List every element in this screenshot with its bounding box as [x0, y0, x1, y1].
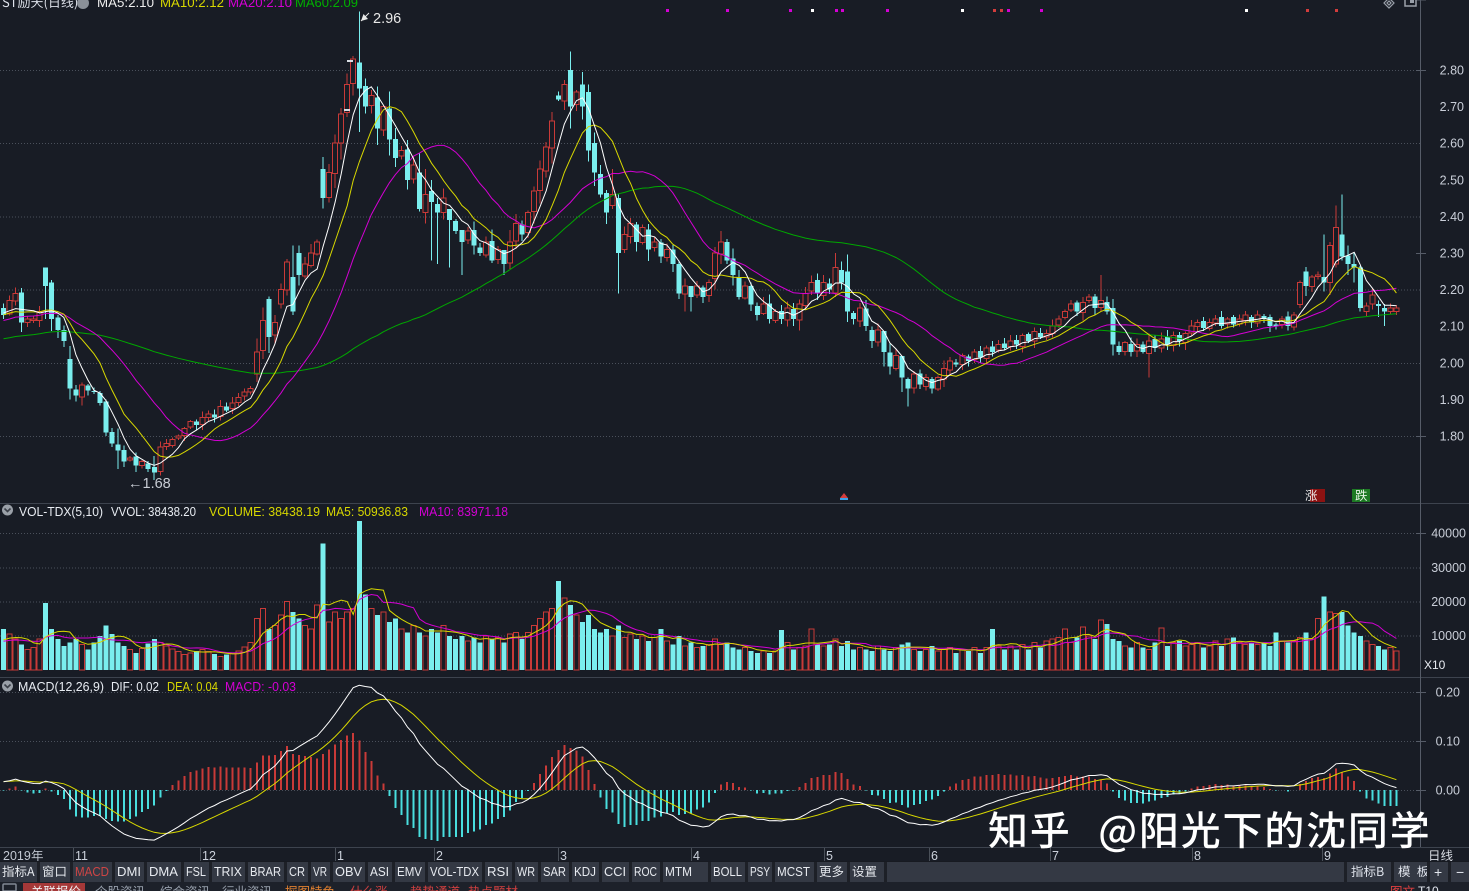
svg-text:9: 9 [1324, 849, 1331, 863]
svg-text:DIF: 0.02: DIF: 0.02 [111, 679, 159, 694]
svg-text:TRIX: TRIX [214, 865, 243, 879]
svg-text:DEA: 0.04: DEA: 0.04 [167, 679, 218, 694]
svg-text:EMV: EMV [397, 865, 423, 879]
svg-text:MA5:2.10: MA5:2.10 [97, 0, 154, 10]
svg-text:VVOL: 38438.20: VVOL: 38438.20 [111, 504, 196, 519]
svg-text:X10: X10 [1424, 658, 1446, 672]
svg-text:0.00: 0.00 [1436, 784, 1460, 798]
svg-text:MA10: 83971.18: MA10: 83971.18 [419, 504, 508, 519]
svg-text:4: 4 [693, 849, 700, 863]
svg-text:2.50: 2.50 [1440, 173, 1464, 187]
svg-text:2.80: 2.80 [1440, 64, 1464, 78]
svg-text:6: 6 [931, 849, 938, 863]
svg-text:5: 5 [826, 849, 833, 863]
svg-text:T10: T10 [1418, 884, 1439, 891]
svg-text:2.96: 2.96 [373, 11, 401, 27]
svg-text:2.20: 2.20 [1440, 283, 1464, 297]
svg-text:8: 8 [1194, 849, 1201, 863]
svg-text:+: + [1434, 864, 1442, 880]
svg-text:WR: WR [517, 865, 535, 879]
svg-text:DMA: DMA [149, 865, 179, 879]
svg-text:RSI: RSI [487, 865, 509, 879]
svg-text:MACD: MACD [75, 865, 109, 879]
svg-text:ASI: ASI [370, 865, 389, 879]
svg-text:2.70: 2.70 [1440, 100, 1464, 114]
svg-text:0.20: 0.20 [1436, 686, 1460, 700]
svg-text:BOLL: BOLL [713, 865, 742, 879]
svg-text:MACD(12,26,9): MACD(12,26,9) [18, 679, 104, 694]
svg-text:VOLUME: 38438.19: VOLUME: 38438.19 [209, 504, 320, 519]
svg-text:3: 3 [560, 849, 567, 863]
svg-text:2: 2 [436, 849, 443, 863]
svg-text:2.00: 2.00 [1440, 356, 1464, 370]
svg-text:CR: CR [289, 865, 305, 879]
svg-text:VR: VR [313, 865, 327, 879]
svg-text:40000: 40000 [1431, 527, 1466, 541]
svg-text:BRAR: BRAR [250, 865, 281, 879]
svg-text:12: 12 [202, 849, 216, 863]
svg-text:2.60: 2.60 [1440, 137, 1464, 151]
svg-text:2.10: 2.10 [1440, 320, 1464, 334]
svg-text:1.80: 1.80 [1440, 430, 1464, 444]
svg-text:←1.68: ←1.68 [128, 476, 171, 492]
svg-text:7: 7 [1052, 849, 1059, 863]
svg-text:VOL-TDX(5,10): VOL-TDX(5,10) [19, 504, 103, 519]
svg-text:1: 1 [337, 849, 344, 863]
svg-text:20000: 20000 [1431, 595, 1466, 609]
svg-text:MCST: MCST [777, 865, 810, 879]
svg-text:−: − [1456, 864, 1464, 880]
svg-text:PSY: PSY [750, 865, 771, 879]
svg-text:MA5: 50936.83: MA5: 50936.83 [326, 504, 408, 519]
svg-text:MA10:2.12: MA10:2.12 [160, 0, 224, 10]
svg-text:MA60:2.09: MA60:2.09 [295, 0, 358, 10]
svg-text:1.90: 1.90 [1440, 393, 1464, 407]
svg-text:ROC: ROC [634, 865, 657, 879]
svg-text:0.10: 0.10 [1436, 735, 1460, 749]
svg-text:SAR: SAR [543, 865, 566, 879]
svg-text:2.40: 2.40 [1440, 210, 1464, 224]
svg-text:VOL-TDX: VOL-TDX [430, 865, 480, 879]
svg-text:OBV: OBV [335, 865, 363, 879]
svg-text:DMI: DMI [117, 865, 141, 879]
svg-text:MTM: MTM [665, 865, 692, 879]
svg-text:MACD: -0.03: MACD: -0.03 [225, 679, 296, 694]
svg-text:FSL: FSL [186, 865, 206, 879]
svg-text:30000: 30000 [1431, 561, 1466, 575]
svg-text:11: 11 [75, 849, 88, 863]
svg-text:KDJ: KDJ [574, 865, 596, 879]
svg-text:CCI: CCI [604, 865, 626, 879]
svg-text:MA20:2.10: MA20:2.10 [228, 0, 292, 10]
svg-text:2019: 2019 [3, 849, 31, 863]
svg-text:2.30: 2.30 [1440, 247, 1464, 261]
svg-text:10000: 10000 [1431, 629, 1466, 643]
